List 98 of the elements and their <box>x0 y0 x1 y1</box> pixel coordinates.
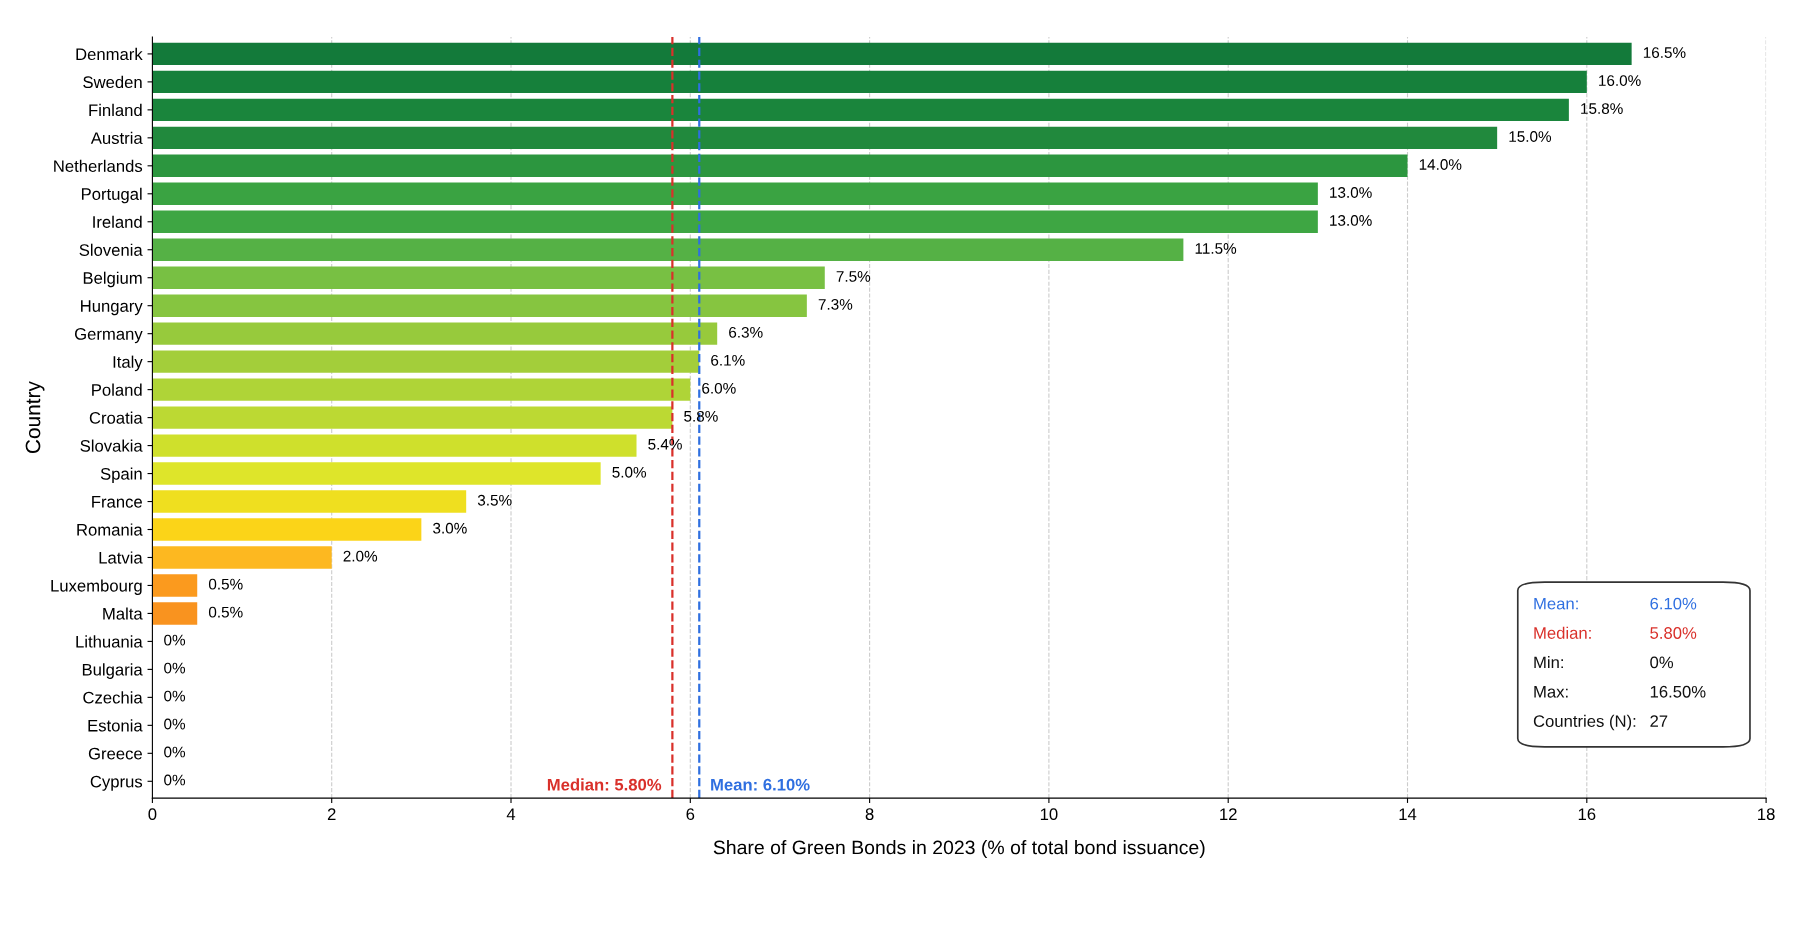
annotation: Countries (N): <box>1533 714 1636 731</box>
data-label: 0% <box>164 774 186 786</box>
y-tick-label: Latvia <box>99 551 143 564</box>
data-label: 2.0% <box>343 550 378 562</box>
bar <box>152 462 601 485</box>
bar <box>152 406 673 429</box>
y-tick-label: France <box>92 496 142 508</box>
y-tick-label: Slovenia <box>79 243 143 256</box>
data-label: 3.0% <box>433 522 467 534</box>
annotation: Mean: <box>1534 597 1578 610</box>
annotation: Max: <box>1534 686 1568 698</box>
x-axis-title: Share of Green Bonds in 2023 (% of total bond issuance) <box>713 840 1205 859</box>
bar <box>152 546 332 569</box>
y-tick-label: Sweden <box>83 75 142 89</box>
y-tick-label: Austria <box>90 131 143 145</box>
annotation: 6.10% <box>1650 597 1697 610</box>
y-tick-label: Bulgaria <box>82 663 143 679</box>
x-tick-label: 16 <box>1578 808 1596 821</box>
bar <box>152 350 700 373</box>
y-tick-label: Denmark <box>76 47 143 61</box>
y-tick-label: Spain <box>100 467 142 484</box>
data-label: 0% <box>164 690 186 702</box>
y-tick-label: Cyprus <box>90 775 143 791</box>
y-tick-label: Finland <box>89 103 142 117</box>
bar <box>152 322 718 345</box>
bar <box>152 42 1632 66</box>
data-label: 6.1% <box>711 354 745 366</box>
data-label: 15.0% <box>1509 131 1552 142</box>
data-label: 16.5% <box>1643 47 1686 59</box>
bar <box>152 238 1184 261</box>
data-label: 0% <box>164 662 186 674</box>
y-tick-label: Greece <box>88 747 142 760</box>
y-tick-label: Germany <box>74 328 143 344</box>
data-label: 0% <box>164 746 186 758</box>
annotation: 5.80% <box>1650 627 1697 639</box>
x-tick-label: 0 <box>148 808 157 821</box>
data-label: 5.0% <box>612 466 647 478</box>
y-tick-label: Luxembourg <box>51 579 142 595</box>
data-label: 0% <box>164 634 186 646</box>
data-label: 0% <box>164 718 186 730</box>
bar <box>152 98 1569 122</box>
x-tick-label: 6 <box>686 808 695 821</box>
y-tick-label: Ireland <box>93 215 142 228</box>
y-tick-label: Portugal <box>81 187 142 204</box>
ref-line-label: Mean: 6.10% <box>711 778 810 791</box>
data-label: 13.0% <box>1330 215 1372 226</box>
data-label: 6.3% <box>729 326 763 338</box>
x-tick-label: 2 <box>327 808 336 820</box>
annotation: 27 <box>1650 715 1668 727</box>
y-tick-label: Lithuania <box>76 635 143 648</box>
data-label: 14.0% <box>1419 159 1462 170</box>
bar <box>152 602 198 625</box>
y-tick-label: Slovakia <box>80 439 143 452</box>
data-label: 5.4% <box>648 438 682 450</box>
x-tick-label: 4 <box>506 808 516 820</box>
x-tick-label: 12 <box>1220 808 1237 820</box>
data-label: 13.0% <box>1330 187 1372 198</box>
bar <box>152 154 1408 177</box>
y-tick-label: Belgium <box>83 271 142 288</box>
ref-line-label: Median: 5.80% <box>547 778 662 791</box>
bar <box>152 294 807 317</box>
data-label: 15.8% <box>1581 103 1623 114</box>
data-label: 16.0% <box>1599 75 1641 86</box>
bar <box>152 70 1587 94</box>
y-tick-label: Estonia <box>88 719 143 732</box>
data-label: 6.0% <box>702 382 736 394</box>
bar <box>152 574 198 597</box>
y-tick-label: Netherlands <box>54 159 143 173</box>
bar <box>152 518 422 541</box>
bar <box>152 126 1498 150</box>
bar <box>152 378 691 401</box>
bar <box>152 490 467 513</box>
data-label: 0.5% <box>208 606 243 618</box>
y-tick-label: Czechia <box>83 691 143 704</box>
x-tick-label: 8 <box>865 808 874 821</box>
bar <box>152 182 1318 205</box>
y-axis-title: Country <box>25 381 45 454</box>
annotation: 0% <box>1650 656 1674 669</box>
x-tick-label: 18 <box>1758 808 1775 821</box>
y-tick-label: Hungary <box>81 300 143 316</box>
bar <box>152 434 637 457</box>
data-label: 7.5% <box>836 271 871 282</box>
x-tick-label: 10 <box>1040 808 1058 821</box>
y-tick-label: Croatia <box>89 411 143 424</box>
annotation: 16.50% <box>1650 685 1706 698</box>
y-tick-label: Malta <box>103 607 143 620</box>
y-tick-label: Romania <box>77 523 143 536</box>
y-tick-label: Poland <box>92 383 142 396</box>
data-label: 11.5% <box>1195 243 1237 254</box>
bar <box>152 266 825 289</box>
data-label: 7.3% <box>818 298 853 310</box>
data-label: 0.5% <box>208 578 243 590</box>
annotation: Min: <box>1534 656 1563 669</box>
data-label: 3.5% <box>477 494 512 506</box>
bar <box>152 210 1318 233</box>
annotation: Median: <box>1534 626 1591 639</box>
y-tick-label: Italy <box>113 355 143 372</box>
x-tick-label: 14 <box>1399 808 1417 820</box>
